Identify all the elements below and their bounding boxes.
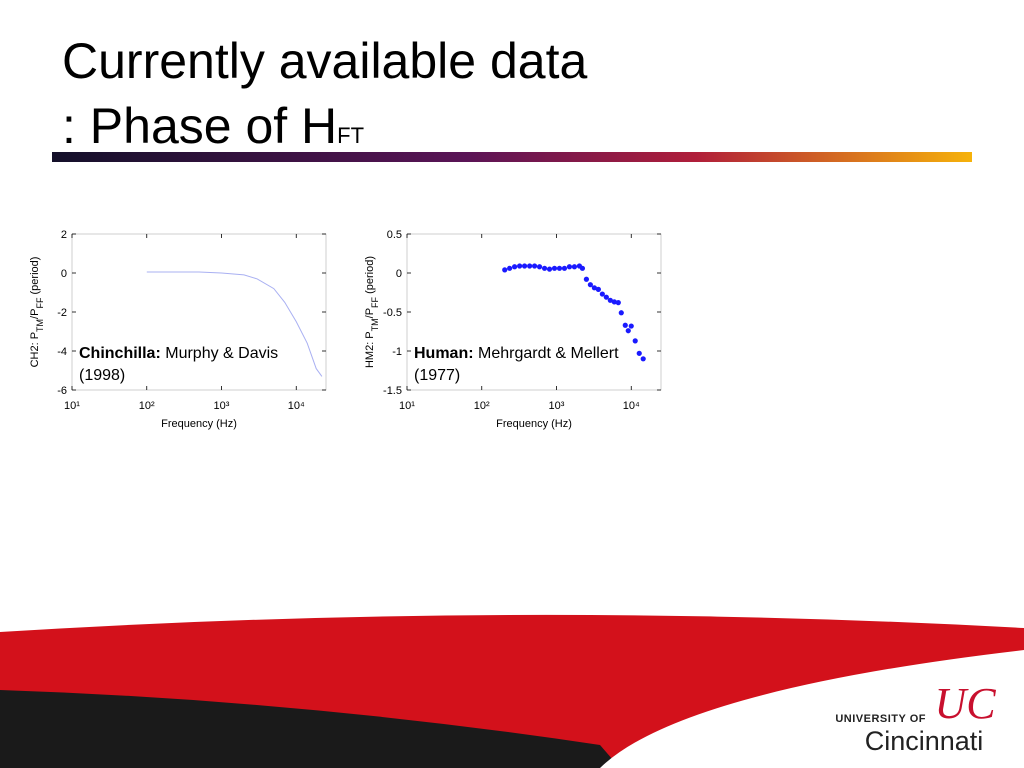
data-point bbox=[611, 299, 617, 305]
data-point bbox=[587, 282, 593, 288]
x-tick-label: 10¹ bbox=[64, 400, 80, 412]
data-line bbox=[146, 271, 323, 377]
footer-swoosh bbox=[600, 650, 1024, 768]
data-point bbox=[628, 323, 634, 329]
data-point bbox=[632, 338, 638, 344]
data-point bbox=[507, 265, 513, 271]
y-axis-label-part: /P bbox=[364, 308, 376, 318]
data-point bbox=[622, 322, 628, 328]
x-tick-label: 10³ bbox=[214, 400, 230, 412]
title-subscript: FT bbox=[337, 123, 364, 148]
data-point bbox=[536, 264, 543, 270]
data-point bbox=[566, 264, 573, 270]
title-rule bbox=[52, 152, 972, 162]
annotation-bold: Chinchilla: bbox=[79, 345, 161, 362]
title-line2: : Phase of HFT bbox=[62, 98, 364, 154]
footer-dark-band bbox=[0, 690, 620, 768]
x-axis-label: Frequency (Hz) bbox=[496, 418, 572, 430]
x-tick-label: 10⁴ bbox=[288, 400, 305, 412]
data-point bbox=[502, 267, 508, 273]
y-tick-label: -6 bbox=[57, 385, 67, 397]
data-point bbox=[556, 265, 563, 271]
x-tick-label: 10³ bbox=[549, 400, 565, 412]
title-line1: Currently available data bbox=[62, 33, 587, 89]
data-point bbox=[527, 263, 533, 269]
annotation: Human: Mehrgardt & Mellert (1977) bbox=[414, 343, 619, 387]
y-axis-label-part: FF bbox=[35, 297, 45, 308]
y-tick-label: -2 bbox=[57, 307, 67, 319]
y-axis-label-part: HM2: P bbox=[364, 331, 376, 368]
y-axis-label-part: CH2: P bbox=[29, 332, 41, 367]
data-point bbox=[615, 300, 621, 306]
y-axis-label-part: (period) bbox=[29, 257, 41, 298]
data-point bbox=[571, 264, 578, 270]
y-axis-label-part: FF bbox=[370, 296, 380, 307]
charts: -6 -4 -2 0 2 10¹ 10² 10³ 10⁴ Frequency (Hz) CH2: P… bbox=[29, 229, 662, 430]
data-point bbox=[583, 276, 590, 282]
data-point bbox=[591, 285, 597, 291]
x-axis-label: Frequency (Hz) bbox=[161, 418, 237, 430]
logo-mark: UC bbox=[934, 679, 996, 728]
y-tick-label: 0.5 bbox=[387, 229, 402, 241]
data-point bbox=[517, 263, 523, 269]
y-axis-label-part: TM bbox=[35, 319, 45, 332]
data-point bbox=[531, 263, 538, 269]
data-point bbox=[625, 328, 631, 334]
y-tick-label: 0 bbox=[396, 268, 402, 280]
y-tick-label: -1 bbox=[392, 346, 402, 358]
annotation-text: Mehrgardt & Mellert (1977) bbox=[414, 345, 619, 384]
y-tick-label: -4 bbox=[57, 346, 67, 358]
data-point bbox=[640, 356, 646, 362]
footer-university: UNIVERSITY OF bbox=[835, 713, 926, 725]
y-tick-label: -1.5 bbox=[383, 385, 402, 397]
data-point bbox=[521, 263, 528, 269]
y-tick-label: 2 bbox=[61, 229, 67, 241]
data-point bbox=[636, 350, 642, 356]
data-point bbox=[595, 286, 601, 292]
y-axis-label-part: /P bbox=[29, 309, 41, 319]
y-tick-label: -0.5 bbox=[383, 307, 402, 319]
y-axis-label-part: TM bbox=[370, 318, 380, 331]
data-point bbox=[599, 291, 605, 297]
annotation-text: Murphy & Davis (1998) bbox=[79, 345, 279, 384]
footer-name: Cincinnati bbox=[865, 726, 984, 756]
y-axis-label: CH2: PTM/PFF (period) bbox=[29, 257, 45, 368]
x-tick-label: 10¹ bbox=[399, 400, 415, 412]
data-point bbox=[541, 265, 548, 271]
y-axis-label-part: (period) bbox=[364, 256, 376, 297]
y-axis-label: HM2: PTM/PFF (period) bbox=[364, 256, 380, 368]
title-main: : Phase of H bbox=[62, 98, 337, 154]
y-tick-label: 0 bbox=[61, 268, 67, 280]
annotation-bold: Human: bbox=[414, 345, 474, 362]
data-point bbox=[607, 297, 613, 303]
data-point bbox=[561, 265, 568, 271]
data-point bbox=[603, 294, 609, 300]
data-point bbox=[511, 264, 518, 270]
x-tick-label: 10⁴ bbox=[623, 400, 640, 412]
x-tick-label: 10² bbox=[139, 400, 155, 412]
data-point bbox=[618, 310, 624, 316]
data-point bbox=[551, 265, 558, 271]
x-tick-label: 10² bbox=[474, 400, 490, 412]
annotation: Chinchilla: Murphy & Davis (1998) bbox=[79, 343, 284, 387]
data-point bbox=[579, 265, 586, 271]
data-point bbox=[546, 266, 553, 272]
